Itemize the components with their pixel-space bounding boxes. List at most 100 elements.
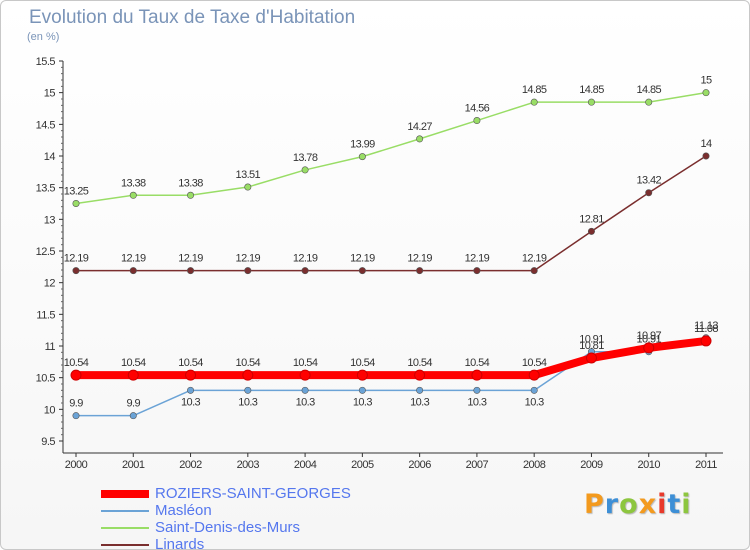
data-point bbox=[358, 386, 366, 394]
chart-title: Evolution du Taux de Taxe d'Habitation bbox=[29, 7, 356, 28]
data-label: 13.51 bbox=[236, 169, 261, 181]
data-label: 12.19 bbox=[522, 253, 547, 265]
data-label: 13.38 bbox=[178, 177, 203, 189]
data-label: 14.85 bbox=[579, 84, 604, 96]
data-point bbox=[587, 227, 595, 235]
logo-letter: P bbox=[584, 489, 605, 520]
y-tick-label: 13 bbox=[44, 214, 56, 226]
data-label: 10.3 bbox=[353, 396, 372, 408]
legend-label: ROZIERS-SAINT-GEORGES bbox=[155, 485, 351, 502]
data-point bbox=[129, 191, 137, 199]
data-label: 10.3 bbox=[296, 396, 315, 408]
data-label: 11.08 bbox=[694, 323, 718, 335]
data-label: 10.81 bbox=[579, 340, 604, 352]
data-point bbox=[358, 153, 366, 161]
series-line-0 bbox=[76, 336, 707, 380]
data-point bbox=[530, 267, 538, 275]
data-label: 10.91 bbox=[579, 334, 604, 346]
series-line-3 bbox=[76, 155, 707, 272]
data-label: 11.13 bbox=[694, 320, 718, 332]
proxiti-logo: Proxiti bbox=[584, 489, 692, 520]
data-label: 10.97 bbox=[636, 330, 661, 342]
data-point bbox=[702, 89, 710, 97]
data-label: 10.3 bbox=[238, 396, 257, 408]
data-label: 13.99 bbox=[350, 139, 375, 151]
data-label: 13.78 bbox=[293, 152, 318, 164]
data-label: 10.54 bbox=[522, 357, 547, 369]
y-tick-label: 12.5 bbox=[36, 246, 56, 258]
series-line-1 bbox=[76, 337, 707, 417]
series-line-2 bbox=[75, 91, 707, 205]
data-point bbox=[528, 369, 540, 381]
logo-letter: o bbox=[619, 489, 639, 520]
data-label: 14 bbox=[700, 138, 712, 150]
y-tick-label: 10 bbox=[44, 404, 56, 416]
data-label: 12.19 bbox=[465, 253, 490, 265]
data-label: 13.38 bbox=[121, 177, 146, 189]
data-point bbox=[299, 369, 311, 381]
data-point bbox=[416, 386, 424, 394]
y-tick-label: 14.5 bbox=[36, 119, 56, 131]
x-tick-label: 2002 bbox=[179, 459, 202, 471]
x-tick-label: 2001 bbox=[122, 459, 145, 471]
x-tick-label: 2006 bbox=[408, 459, 431, 471]
data-label: 14.85 bbox=[636, 84, 661, 96]
legend-swatch bbox=[101, 490, 149, 498]
data-point bbox=[72, 200, 80, 208]
y-tick-label: 9.5 bbox=[41, 436, 55, 448]
x-tick-label: 2008 bbox=[523, 459, 546, 471]
data-point bbox=[185, 369, 197, 381]
x-tick-label: 2004 bbox=[294, 459, 317, 471]
data-label: 12.19 bbox=[178, 253, 203, 265]
x-tick-label: 2003 bbox=[237, 459, 260, 471]
data-label: 12.81 bbox=[579, 213, 604, 225]
data-label: 10.54 bbox=[407, 357, 432, 369]
data-label: 10.54 bbox=[64, 357, 89, 369]
x-tick-label: 2007 bbox=[466, 459, 489, 471]
data-point bbox=[471, 369, 483, 381]
data-point bbox=[530, 98, 538, 106]
data-label: 13.42 bbox=[636, 175, 661, 187]
data-label: 10.91 bbox=[636, 334, 661, 346]
data-label: 12.19 bbox=[236, 253, 261, 265]
y-tick-label: 10.5 bbox=[36, 373, 56, 385]
logo-letter: x bbox=[638, 489, 658, 520]
data-point bbox=[473, 267, 481, 275]
y-tick-label: 12 bbox=[44, 278, 56, 290]
x-tick-label: 2010 bbox=[637, 459, 660, 471]
data-label: 14.27 bbox=[407, 121, 432, 133]
data-label: 10.54 bbox=[121, 357, 146, 369]
data-point bbox=[700, 335, 712, 347]
data-point bbox=[530, 386, 538, 394]
legend-swatch bbox=[101, 510, 149, 512]
data-label: 10.3 bbox=[181, 396, 200, 408]
logo-letter: i bbox=[681, 489, 692, 520]
x-tick-label: 2011 bbox=[695, 459, 717, 471]
data-point bbox=[127, 369, 139, 381]
data-point bbox=[473, 386, 481, 394]
data-label: 10.54 bbox=[178, 357, 203, 369]
x-tick-label: 2009 bbox=[580, 459, 603, 471]
data-label: 12.19 bbox=[121, 253, 146, 265]
data-point bbox=[645, 189, 653, 197]
data-label: 12.19 bbox=[64, 253, 89, 265]
data-point bbox=[416, 267, 424, 275]
data-point bbox=[70, 369, 82, 381]
y-tick-label: 11.5 bbox=[36, 309, 55, 321]
data-label: 12.19 bbox=[350, 253, 375, 265]
legend-swatch bbox=[101, 527, 149, 529]
y-tick-label: 15.5 bbox=[36, 56, 56, 68]
data-label: 10.3 bbox=[525, 396, 544, 408]
x-tick-label: 2000 bbox=[65, 459, 88, 471]
data-point bbox=[244, 386, 252, 394]
data-label: 14.85 bbox=[522, 84, 547, 96]
data-point bbox=[129, 267, 137, 275]
chart-subtitle: (en %) bbox=[27, 31, 60, 43]
y-tick-label: 14 bbox=[44, 151, 56, 163]
data-point bbox=[242, 369, 254, 381]
data-point bbox=[301, 386, 309, 394]
data-label: 10.54 bbox=[293, 357, 318, 369]
data-point bbox=[645, 98, 653, 106]
data-point bbox=[702, 152, 710, 160]
